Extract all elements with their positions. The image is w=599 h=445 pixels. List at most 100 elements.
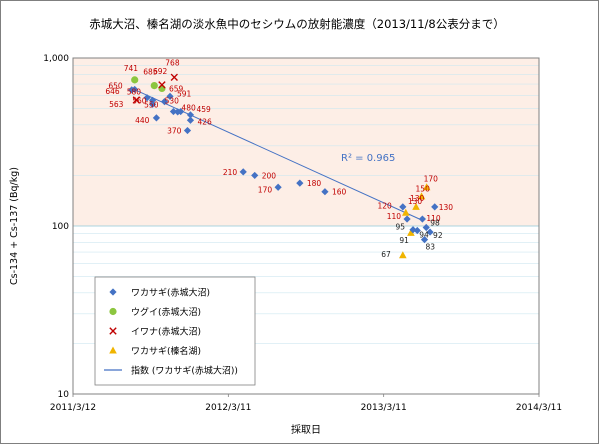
data-label: 200 xyxy=(262,171,277,180)
data-label: 95 xyxy=(395,223,405,232)
data-point xyxy=(239,168,247,176)
data-label: 480 xyxy=(181,104,196,113)
data-point xyxy=(426,228,434,236)
chart-title: 赤城大沼、榛名湖の淡水魚中のセシウムの放射能濃度（2013/11/8公表分まで） xyxy=(89,17,504,31)
data-label: 130 xyxy=(439,203,454,212)
data-point xyxy=(296,179,304,187)
data-label: 210 xyxy=(223,168,238,177)
data-label: 459 xyxy=(196,105,211,114)
data-label: 98 xyxy=(430,218,440,227)
y-tick-label: 10 xyxy=(58,390,70,400)
data-label: 580 xyxy=(127,88,142,97)
data-point xyxy=(407,228,415,236)
legend-box xyxy=(94,276,256,386)
data-label: 560 xyxy=(132,96,147,105)
data-point xyxy=(177,107,185,116)
data-label: 370 xyxy=(167,127,182,136)
data-point xyxy=(399,203,407,211)
legend-entry: ウグイ(赤城大沼) xyxy=(131,306,201,318)
data-label: 92 xyxy=(433,231,443,240)
x-tick-label: 2011/3/12 xyxy=(50,403,96,413)
x-axis-title: 採取日 xyxy=(291,423,321,436)
legend: ワカサギ(赤城大沼) ウグイ(赤城大沼) イワナ(赤城大沼) ワカサギ(榛名湖) 指数 … xyxy=(94,276,256,386)
data-label: 180 xyxy=(307,179,322,188)
data-point xyxy=(148,96,157,104)
data-label: 741 xyxy=(124,64,139,73)
data-label: 170 xyxy=(258,185,273,194)
data-label: 440 xyxy=(135,116,150,125)
data-label: 120 xyxy=(377,202,392,211)
data-label: 130 xyxy=(408,197,423,206)
data-point xyxy=(170,73,178,81)
data-label: 530 xyxy=(165,96,180,105)
x-tick-label: 2014/3/11 xyxy=(516,403,562,413)
data-label: 67 xyxy=(381,250,391,259)
data-label: 130 xyxy=(410,194,425,203)
legend-marker xyxy=(109,327,117,335)
plot-area-border xyxy=(72,57,540,395)
data-label: 170 xyxy=(424,174,439,183)
data-label: 591 xyxy=(177,89,192,98)
data-point xyxy=(160,98,169,106)
data-point xyxy=(131,85,139,94)
data-points xyxy=(128,73,439,259)
data-point xyxy=(152,114,161,122)
data-point xyxy=(131,76,139,84)
data-point xyxy=(166,92,174,100)
x-tick-label: 2012/3/11 xyxy=(205,403,251,413)
data-point xyxy=(186,116,195,124)
data-point xyxy=(158,81,166,89)
data-point xyxy=(401,208,410,216)
data-point xyxy=(412,202,420,210)
x-tick-label: 2013/3/11 xyxy=(361,403,407,413)
data-label: 94 xyxy=(419,231,429,240)
data-point xyxy=(132,96,141,104)
y-axis: 10 100 1,000 xyxy=(43,54,69,400)
legend-entry: 指数 (ワカサギ(赤城大沼)) xyxy=(131,365,238,377)
data-point xyxy=(420,235,429,244)
data-point xyxy=(422,183,431,191)
data-point xyxy=(274,183,282,191)
data-point xyxy=(183,126,192,135)
data-label: 110 xyxy=(426,214,441,223)
legend-marker xyxy=(109,307,117,316)
data-label: 768 xyxy=(165,58,180,67)
y-tick-label: 100 xyxy=(52,222,69,232)
data-point xyxy=(413,226,421,235)
data-point xyxy=(158,84,166,93)
data-point xyxy=(399,251,407,259)
data-point xyxy=(409,226,417,234)
data-label: 91 xyxy=(399,236,409,245)
data-point xyxy=(186,111,195,119)
data-point xyxy=(321,188,329,196)
legend-marker xyxy=(109,346,117,354)
data-point xyxy=(422,223,430,232)
data-point xyxy=(148,100,157,108)
data-label: 692 xyxy=(153,67,168,76)
data-point xyxy=(143,94,151,102)
data-label: 646 xyxy=(105,87,120,96)
data-point xyxy=(403,215,411,223)
legend-entry: イワナ(赤城大沼) xyxy=(131,326,201,338)
data-point xyxy=(417,192,426,200)
plot-band-top xyxy=(73,58,539,226)
data-label: 150 xyxy=(416,184,431,193)
data-label: 550 xyxy=(144,101,159,110)
legend-entry: ワカサギ(赤城大沼) xyxy=(131,287,210,299)
data-label: 83 xyxy=(426,243,436,252)
data-label: 160 xyxy=(332,188,347,197)
data-label: 685 xyxy=(143,68,158,77)
data-label: 659 xyxy=(169,84,184,93)
data-point xyxy=(150,82,158,90)
data-point xyxy=(169,107,178,116)
data-label: 426 xyxy=(197,117,212,126)
y-tick-label: 1,000 xyxy=(43,54,69,64)
legend-marker xyxy=(109,288,117,296)
r-squared-annotation: R² = 0.965 xyxy=(341,153,395,164)
x-axis: 2011/3/12 2012/3/11 2013/3/11 2014/3/11 xyxy=(50,394,562,413)
data-point xyxy=(431,203,439,211)
data-label: 563 xyxy=(109,100,124,109)
